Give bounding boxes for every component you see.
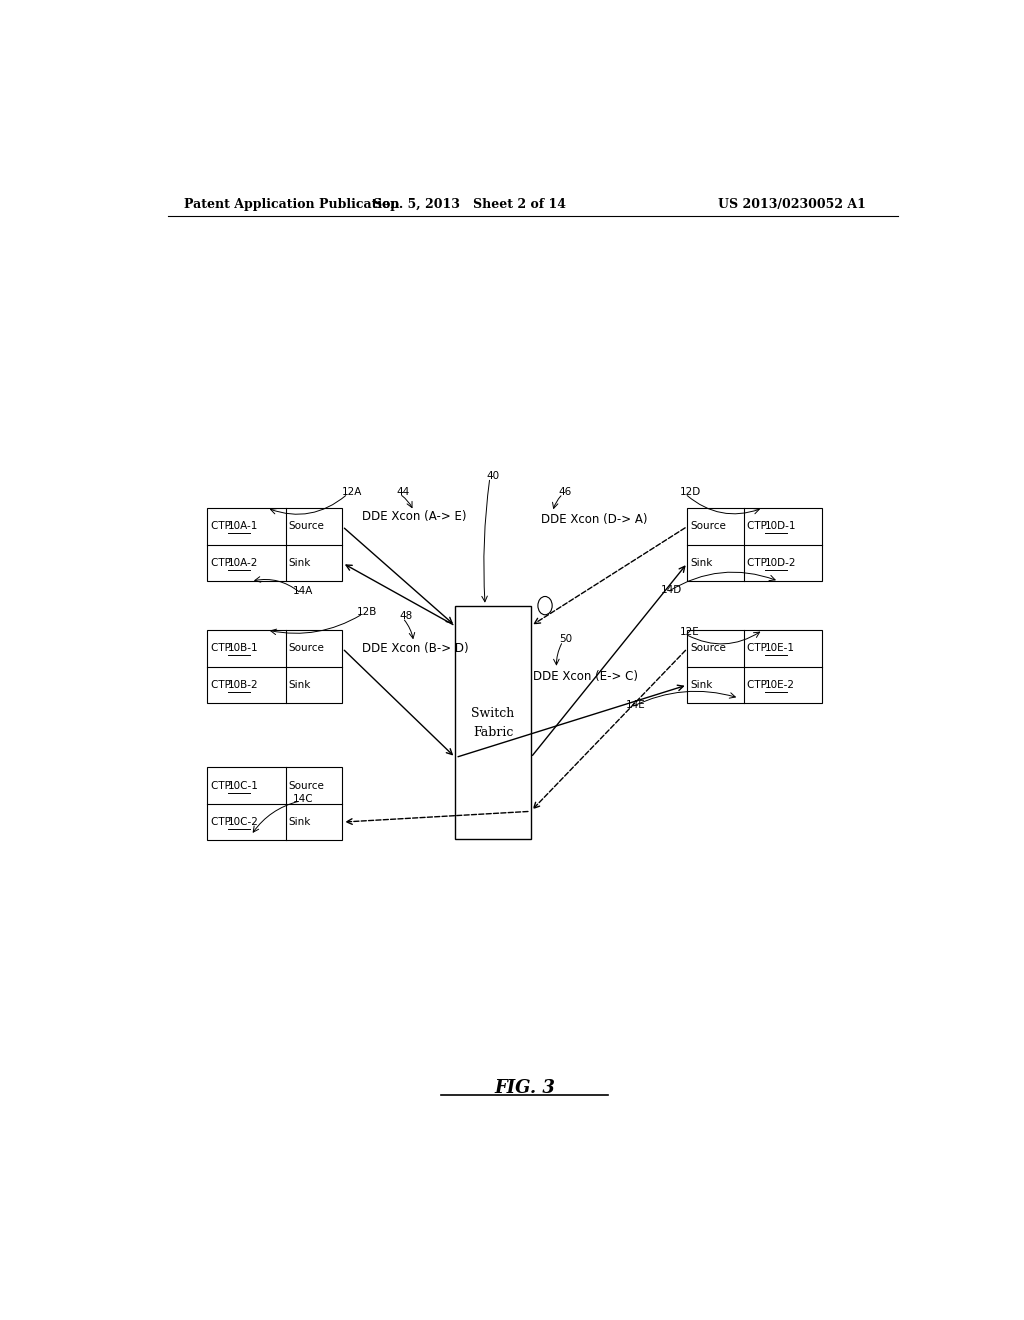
Text: 10A-2: 10A-2 (228, 558, 258, 568)
Text: 14E: 14E (626, 700, 645, 710)
Text: 50: 50 (559, 634, 572, 644)
Bar (207, 767, 342, 841)
Text: Source: Source (289, 643, 325, 653)
Text: 10B-1: 10B-1 (228, 643, 259, 653)
Text: CTP: CTP (211, 558, 233, 568)
Text: Switch
Fabric: Switch Fabric (471, 706, 515, 738)
Text: 10C-1: 10C-1 (228, 780, 259, 791)
Text: CTP: CTP (211, 521, 233, 532)
Text: FIG. 3: FIG. 3 (495, 1080, 555, 1097)
Bar (456, 606, 530, 840)
Bar (687, 508, 822, 581)
Text: Patent Application Publication: Patent Application Publication (183, 198, 399, 211)
Text: 12B: 12B (356, 607, 377, 616)
Text: Source: Source (289, 780, 325, 791)
Text: Sep. 5, 2013   Sheet 2 of 14: Sep. 5, 2013 Sheet 2 of 14 (373, 198, 565, 211)
Text: 46: 46 (559, 487, 572, 496)
Text: 12A: 12A (342, 487, 362, 496)
Bar (207, 630, 342, 704)
Text: 10C-2: 10C-2 (228, 817, 259, 828)
Text: CTP: CTP (211, 680, 233, 690)
Text: Sink: Sink (289, 680, 311, 690)
Text: 10B-2: 10B-2 (228, 680, 259, 690)
Text: CTP: CTP (211, 780, 233, 791)
Text: CTP: CTP (748, 680, 770, 690)
Text: 10A-1: 10A-1 (228, 521, 258, 532)
Text: DDE Xcon (D-> A): DDE Xcon (D-> A) (541, 512, 647, 525)
Text: Sink: Sink (289, 558, 311, 568)
Bar (207, 508, 342, 581)
Text: CTP: CTP (211, 817, 233, 828)
Text: 12E: 12E (680, 627, 699, 638)
Bar (687, 630, 822, 704)
Text: 14C: 14C (293, 793, 313, 804)
Text: CTP: CTP (748, 643, 770, 653)
Text: 14A: 14A (293, 586, 313, 597)
Text: DDE Xcon (B-> D): DDE Xcon (B-> D) (362, 642, 469, 655)
Text: 10E-2: 10E-2 (765, 680, 795, 690)
Text: CTP: CTP (748, 521, 770, 532)
Text: US 2013/0230052 A1: US 2013/0230052 A1 (718, 198, 866, 211)
Text: 14D: 14D (662, 585, 683, 595)
Text: 10E-1: 10E-1 (765, 643, 795, 653)
Text: Sink: Sink (690, 680, 713, 690)
Text: DDE Xcon (A-> E): DDE Xcon (A-> E) (362, 510, 467, 523)
Text: DDE Xcon (E-> C): DDE Xcon (E-> C) (532, 671, 638, 684)
Text: CTP: CTP (748, 558, 770, 568)
Text: 12D: 12D (680, 487, 700, 496)
Text: 10D-1: 10D-1 (765, 521, 797, 532)
Text: 48: 48 (399, 611, 413, 620)
Text: 44: 44 (396, 487, 410, 496)
Circle shape (538, 597, 552, 615)
Text: Sink: Sink (690, 558, 713, 568)
Text: Sink: Sink (289, 817, 311, 828)
Text: 40: 40 (486, 470, 500, 480)
Text: Source: Source (289, 521, 325, 532)
Text: Source: Source (690, 643, 727, 653)
Text: 10D-2: 10D-2 (765, 558, 797, 568)
Text: CTP: CTP (211, 643, 233, 653)
Text: Source: Source (690, 521, 727, 532)
